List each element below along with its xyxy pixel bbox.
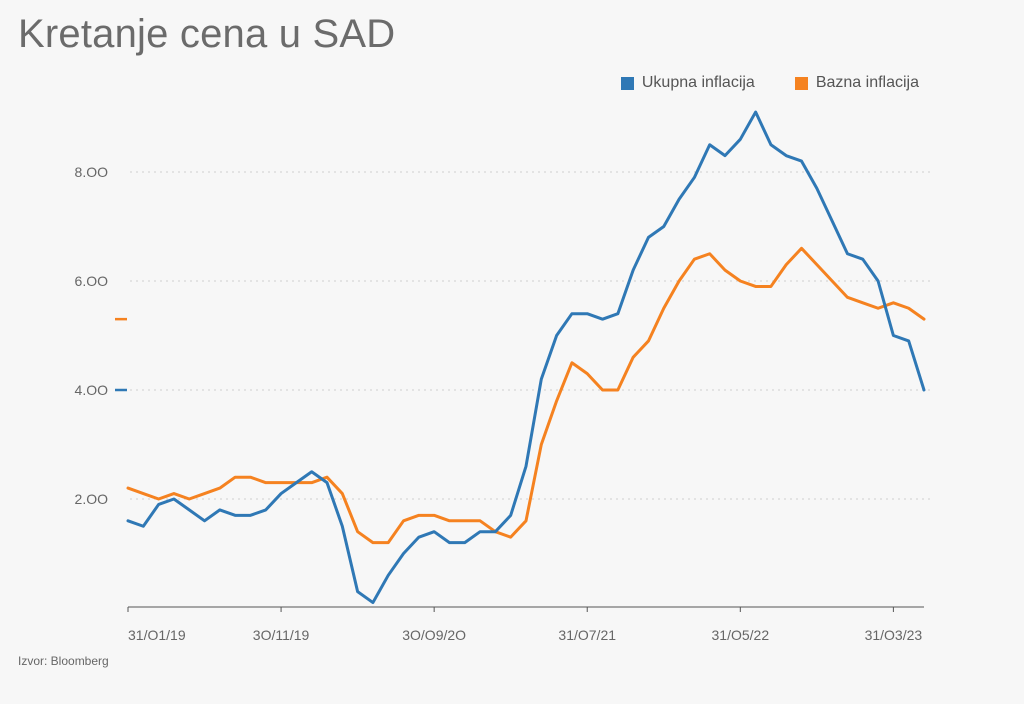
legend-swatch-bazna (794, 76, 808, 90)
legend-label-bazna: Bazna inflacija (815, 74, 919, 91)
y-tick-label: 4.OO (75, 382, 109, 398)
x-tick-label: 3O/O9/2O (402, 627, 466, 643)
legend-item-bazna: Bazna inflacija (794, 74, 919, 92)
series-line-ukupna-inflacija (126, 110, 926, 605)
y-tick-label: 2.OO (75, 491, 109, 507)
legend-label-ukupna: Ukupna inflacija (641, 74, 755, 91)
x-tick-label: 3O/11/19 (253, 627, 310, 643)
x-tick-label: 31/O1/19 (128, 627, 186, 643)
x-tick-label: 31/O5/22 (712, 627, 770, 643)
source-note: Izvor: Bloomberg (18, 654, 109, 668)
x-tick-label: 31/O7/21 (558, 627, 616, 643)
series-line-bazna-inflacija (126, 246, 926, 545)
legend: Ukupna inflacija Bazna inflacija (620, 74, 919, 92)
legend-item-ukupna: Ukupna inflacija (620, 74, 755, 92)
y-tick-label: 8.OO (75, 164, 109, 180)
legend-swatch-ukupna (620, 76, 634, 90)
x-tick-label: 31/O3/23 (865, 627, 923, 643)
chart-title: Kretanje cena u SAD (18, 12, 396, 56)
y-tick-label: 6.OO (75, 273, 109, 289)
